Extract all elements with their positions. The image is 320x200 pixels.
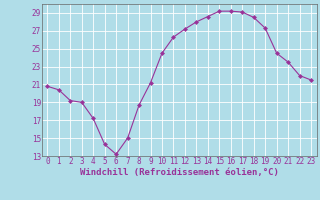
X-axis label: Windchill (Refroidissement éolien,°C): Windchill (Refroidissement éolien,°C) xyxy=(80,168,279,177)
